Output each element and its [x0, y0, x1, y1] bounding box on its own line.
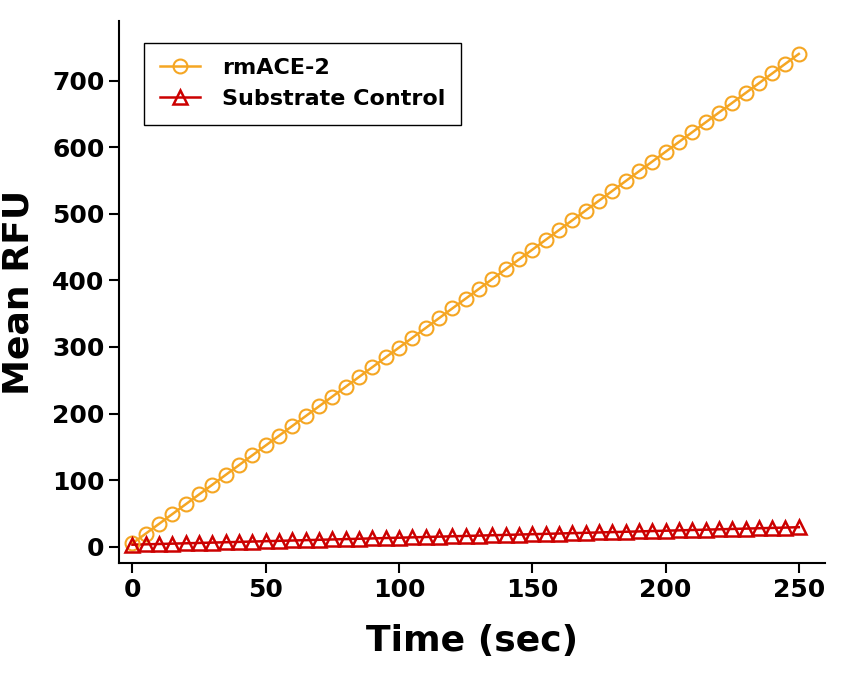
Y-axis label: Mean RFU: Mean RFU: [2, 190, 36, 394]
X-axis label: Time (sec): Time (sec): [366, 624, 579, 658]
Legend: rmACE-2, Substrate Control: rmACE-2, Substrate Control: [145, 43, 461, 125]
